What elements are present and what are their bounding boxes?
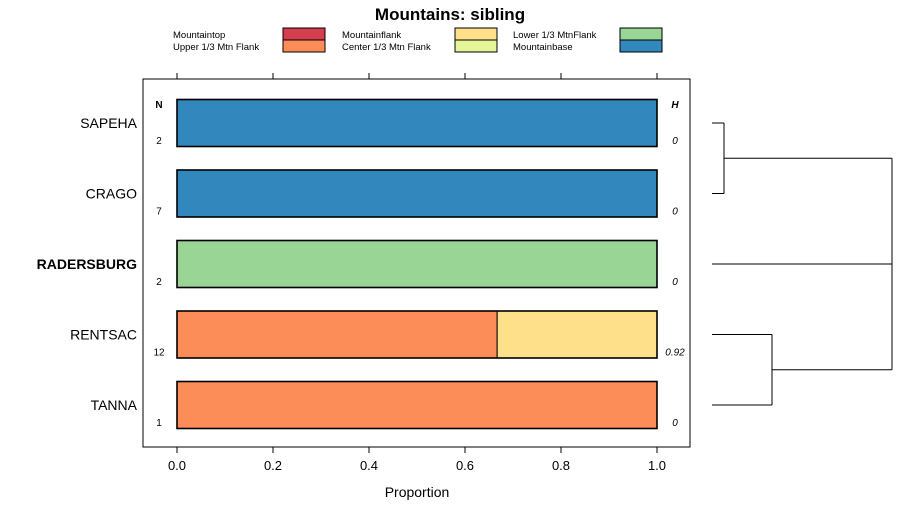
category-label: SAPEHA [80,115,137,131]
bar-outline [176,169,658,218]
x-tick-label: 0.8 [552,458,570,473]
h-value: 0 [672,207,678,218]
bar-outline [176,310,658,359]
category-label: RADERSBURG [37,256,137,272]
category-label: TANNA [91,397,138,413]
rows: SAPEHA 2 0 CRAGO 7 0 RADERSBURG 2 0 RENTSAC 12 0.92… [37,98,685,430]
legend-label: Mountainbase [513,42,573,53]
bar-outline [176,98,658,148]
legend-swatch [619,39,663,53]
n-header: N [155,100,162,111]
bar-outline [176,239,658,289]
x-tick-label: 0.6 [456,458,474,473]
plot-frame [142,78,691,448]
bar-segment [176,381,658,429]
h-value: 0 [672,136,678,147]
legend-label: Center 1/3 Mtn Flank [342,42,431,53]
bar-segment [176,310,498,359]
legend-swatch [282,27,326,41]
x-tick-label: 0.0 [168,458,186,473]
n-value: 2 [156,277,162,288]
legend-swatch [282,39,326,53]
category-label: CRAGO [86,186,137,202]
bar-outline [176,380,658,430]
chart-title: Mountains: sibling [375,5,525,24]
x-axis: 0.0 0.2 0.4 0.6 0.8 1.0 [168,73,666,473]
legend-label: Upper 1/3 Mtn Flank [173,42,259,53]
bar-segment [496,310,658,359]
h-value: 0.92 [665,348,685,359]
bar-segment [176,169,658,218]
dendrogram [712,122,893,406]
n-value: 7 [156,207,162,218]
x-tick-label: 0.4 [360,458,378,473]
h-value: 0 [672,418,678,429]
h-value: 0 [672,277,678,288]
bar-segment [176,240,658,288]
legend-label: Lower 1/3 MtnFlank [513,30,597,41]
n-value: 12 [153,348,165,359]
n-value: 1 [156,418,162,429]
x-tick-label: 0.2 [264,458,282,473]
legend-swatch [454,27,498,41]
legend-swatch [619,27,663,41]
category-label: RENTSAC [70,327,137,343]
legend-label: Mountaintop [173,30,225,41]
legend-swatch [454,39,498,53]
x-axis-label: Proportion [385,484,450,500]
bar-segment [176,99,658,147]
legend-label: Mountainflank [342,30,401,41]
h-header: H [671,100,679,111]
n-value: 2 [156,136,162,147]
x-tick-label: 1.0 [648,458,666,473]
